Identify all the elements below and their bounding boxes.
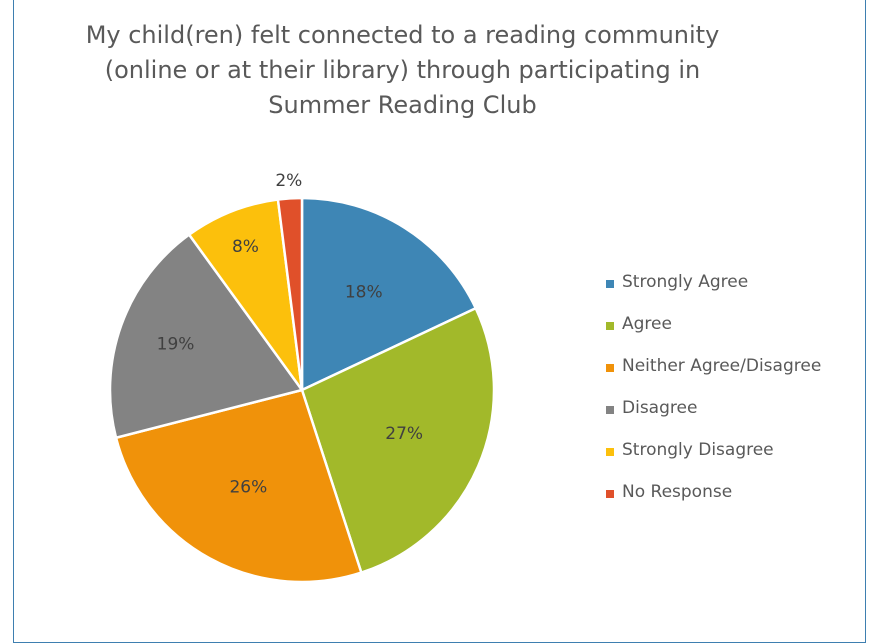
legend-swatch-no-response [606, 490, 614, 498]
chart-title: My child(ren) felt connected to a readin… [40, 18, 765, 123]
legend-label-strongly-agree: Strongly Agree [622, 272, 749, 292]
pie-slice-agree [300, 307, 496, 574]
data-label-disagree: 19% [157, 334, 195, 354]
legend-swatch-disagree [606, 406, 614, 414]
legend-label-disagree: Disagree [622, 398, 698, 418]
legend-swatch-strongly-agree [606, 280, 614, 288]
legend-label-strongly-disagree: Strongly Disagree [622, 440, 774, 460]
pie-slice-neither-agree-disagree [114, 388, 363, 584]
pie-slice-strongly-disagree [187, 198, 304, 392]
legend-label-no-response: No Response [622, 482, 733, 502]
data-label-strongly-agree: 18% [345, 283, 383, 303]
legend-label-neither: Neither Agree/Disagree [622, 356, 822, 376]
data-label-strongly-disagree: 8% [232, 237, 259, 257]
legend-swatch-strongly-disagree [606, 448, 614, 456]
data-label-no-response: 2% [275, 171, 302, 191]
pie-slice-no-response [276, 196, 304, 392]
pie-slice-disagree [108, 233, 304, 439]
chart-title-line-2: (online or at their library) through par… [104, 56, 701, 84]
legend-swatch-neither [606, 364, 614, 372]
data-label-agree: 27% [385, 424, 423, 444]
legend-label-agree: Agree [622, 314, 672, 334]
pie-data-labels: 18% 27% 26% 19% 8% 2% [157, 171, 423, 497]
data-label-neither-agree-disagree: 26% [229, 478, 267, 498]
chart-title-line-3: Summer Reading Club [268, 91, 537, 119]
chart-title-line-1: My child(ren) felt connected to a readin… [85, 21, 720, 49]
legend-swatch-agree [606, 322, 614, 330]
pie-slice-strongly-agree [300, 196, 477, 392]
pie-slices [108, 196, 496, 584]
